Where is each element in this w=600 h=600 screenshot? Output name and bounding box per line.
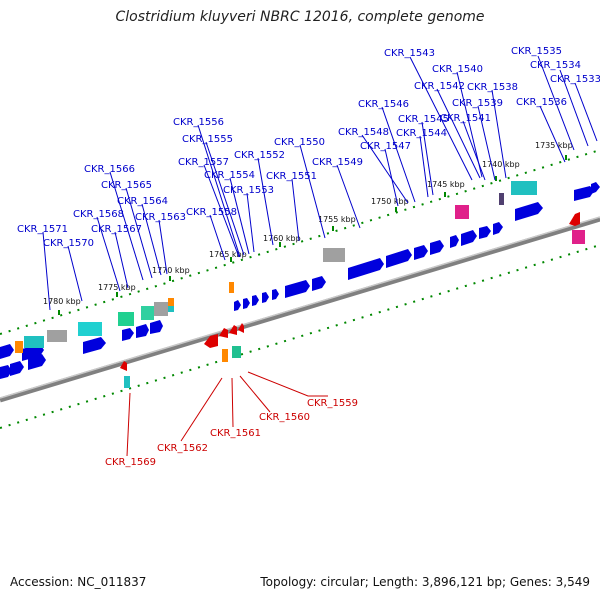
gene-label-ckr-1542: CKR_1542 — [414, 81, 465, 92]
gene-label-ckr-1541: CKR_1541 — [440, 113, 491, 124]
kbp-label-1760: 1760 kbp — [263, 234, 301, 243]
forward-genes-row2 — [0, 354, 46, 379]
gene-label-ckr-1538: CKR_1538 — [467, 82, 518, 93]
gene-label-ckr-1548: CKR_1548 — [338, 127, 389, 138]
forward-gene-labels: CKR_1535 CKR_1534 CKR_1533 CKR_1543 CKR_… — [17, 46, 600, 249]
genome-backbone-highlight — [0, 216, 600, 399]
gene-label-ckr-1544: CKR_1544 — [396, 128, 447, 139]
reverse-leader-lines — [126, 371, 328, 457]
gene-label-ckr-1551: CKR_1551 — [266, 171, 317, 182]
gene-label-ckr-1534: CKR_1534 — [530, 60, 581, 71]
gene-label-ckr-1565: CKR_1565 — [101, 180, 152, 191]
gene-label-ckr-1561: CKR_1561 — [210, 428, 261, 439]
gene-label-ckr-1535: CKR_1535 — [511, 46, 562, 57]
forward-genes — [0, 182, 600, 361]
kbp-label-1750: 1750 kbp — [371, 197, 409, 206]
rna-features — [15, 181, 585, 353]
gene-label-ckr-1557: CKR_1557 — [178, 157, 229, 168]
kbp-label-1770: 1770 kbp — [152, 266, 190, 275]
outer-tick-line — [0, 149, 600, 335]
gene-label-ckr-1556: CKR_1556 — [173, 117, 224, 128]
kbp-tick-marks — [58, 155, 567, 315]
gene-label-ckr-1555: CKR_1555 — [182, 134, 233, 145]
gene-label-ckr-1533: CKR_1533 — [550, 74, 600, 85]
kbp-label-1755: 1755 kbp — [318, 215, 356, 224]
gene-label-ckr-1568: CKR_1568 — [73, 209, 124, 220]
genome-summary-text: Topology: circular; Length: 3,896,121 bp… — [260, 575, 590, 589]
gene-label-ckr-1564: CKR_1564 — [117, 196, 168, 207]
kbp-label-1745: 1745 kbp — [427, 180, 465, 189]
kbp-label-1780: 1780 kbp — [43, 297, 81, 306]
gene-label-ckr-1549: CKR_1549 — [312, 157, 363, 168]
forward-leader-lines — [42, 55, 598, 311]
gene-label-ckr-1554: CKR_1554 — [204, 170, 255, 181]
gene-label-ckr-1562: CKR_1562 — [157, 443, 208, 454]
kbp-label-1740: 1740 kbp — [482, 160, 520, 169]
gene-label-ckr-1539: CKR_1539 — [452, 98, 503, 109]
kbp-label-1735: 1735 kbp — [535, 141, 573, 150]
inner-tick-line — [0, 244, 600, 429]
kbp-label-1775: 1775 kbp — [98, 283, 136, 292]
map-title: Clostridium kluyveri NBRC 12016, complet… — [115, 9, 485, 25]
gene-label-ckr-1558: CKR_1558 — [186, 207, 237, 218]
gene-label-ckr-1563: CKR_1563 — [135, 212, 186, 223]
gene-label-ckr-1566: CKR_1566 — [84, 164, 135, 175]
reverse-genes — [120, 212, 580, 371]
gene-label-ckr-1540: CKR_1540 — [432, 64, 483, 75]
gene-label-ckr-1546: CKR_1546 — [358, 99, 409, 110]
gene-label-ckr-1552: CKR_1552 — [234, 150, 285, 161]
genome-backbone — [0, 216, 600, 403]
gene-label-ckr-1536: CKR_1536 — [516, 97, 567, 108]
reverse-gene-labels: CKR_1559 CKR_1560 CKR_1561 CKR_1562 CKR_… — [105, 398, 358, 468]
gene-label-ckr-1553: CKR_1553 — [223, 185, 274, 196]
accession-text: Accession: NC_011837 — [10, 575, 147, 589]
gene-label-ckr-1559: CKR_1559 — [307, 398, 358, 409]
gene-label-ckr-1545: CKR_1545 — [398, 114, 449, 125]
gene-label-ckr-1550: CKR_1550 — [274, 137, 325, 148]
gene-label-ckr-1569: CKR_1569 — [105, 457, 156, 468]
gene-label-ckr-1543: CKR_1543 — [384, 48, 435, 59]
gene-label-ckr-1547: CKR_1547 — [360, 141, 411, 152]
kbp-label-1765: 1765 kbp — [209, 250, 247, 259]
gene-label-ckr-1567: CKR_1567 — [91, 224, 142, 235]
reverse-rna-features — [124, 346, 241, 388]
gene-label-ckr-1560: CKR_1560 — [259, 412, 310, 423]
gene-label-ckr-1570: CKR_1570 — [43, 238, 94, 249]
gene-label-ckr-1571: CKR_1571 — [17, 224, 68, 235]
